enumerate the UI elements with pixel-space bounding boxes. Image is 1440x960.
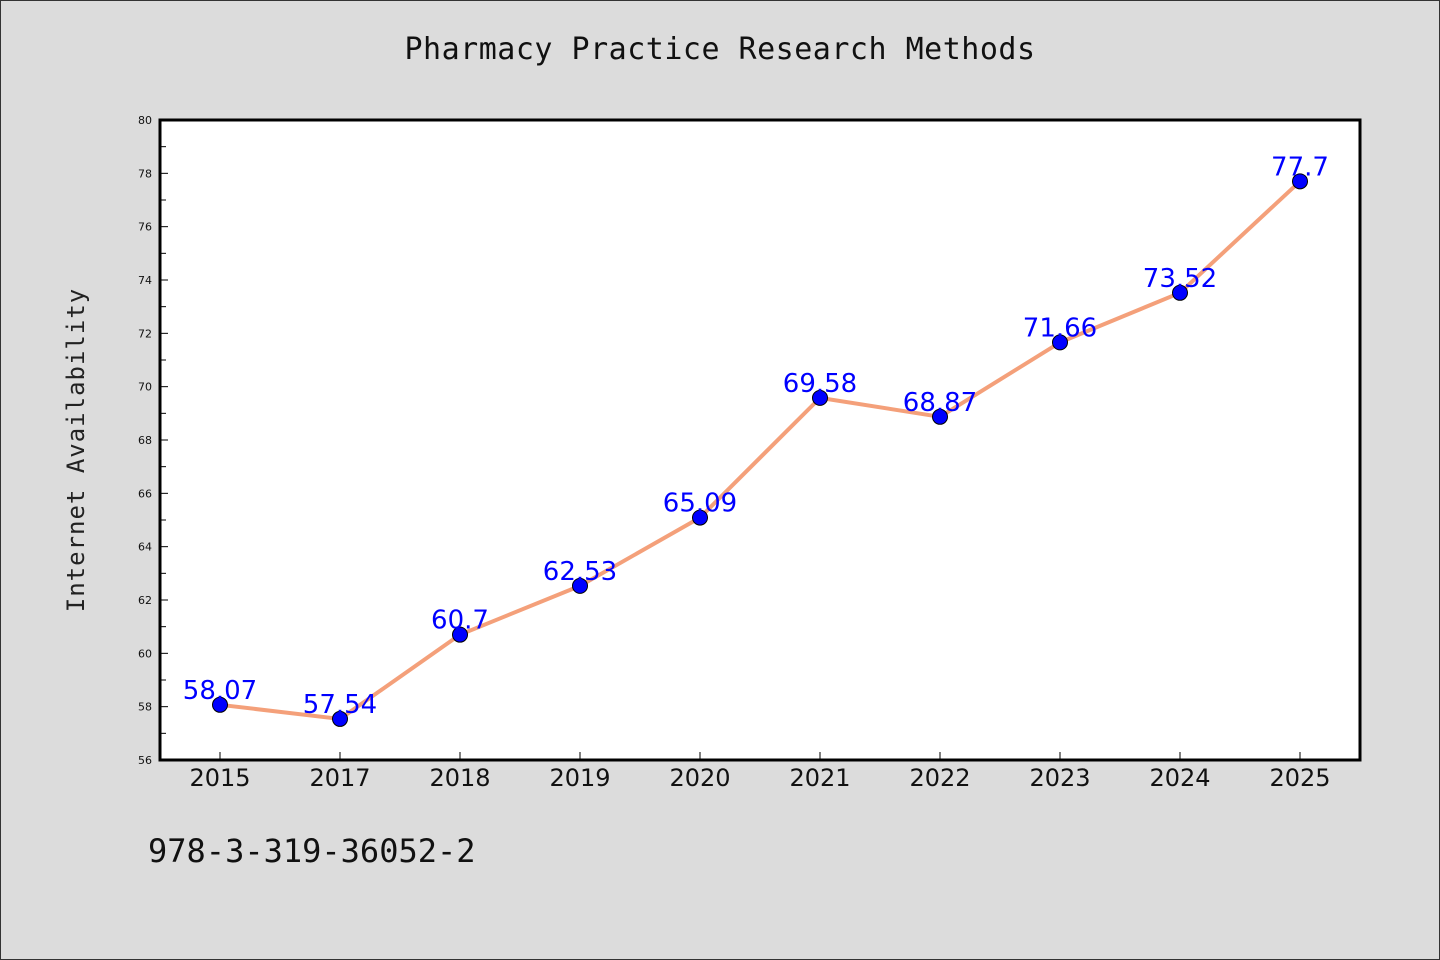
data-point [932, 408, 948, 425]
y-tick-label: 58 [138, 701, 152, 714]
y-tick-label: 66 [138, 487, 152, 500]
series-group [212, 173, 1308, 727]
plot-area [158, 118, 1362, 762]
y-tick-label: 76 [138, 221, 152, 234]
data-point [1292, 173, 1308, 190]
y-tick-label: 64 [138, 541, 152, 554]
x-tick-label: 2015 [189, 764, 250, 792]
y-tick-label: 56 [138, 754, 152, 767]
y-tick-label: 62 [138, 594, 152, 607]
y-tick-label: 80 [138, 114, 152, 127]
data-label: 60.7 [431, 606, 489, 636]
data-label: 73.52 [1143, 264, 1217, 294]
y-tick-label: 60 [138, 647, 152, 660]
x-tick-label: 2024 [1149, 764, 1210, 792]
y-axis-ticks: 56 58 60 62 64 66 68 70 72 74 76 78 80 [138, 114, 168, 767]
data-point [452, 626, 468, 643]
data-label: 62.53 [543, 557, 617, 587]
data-point [812, 389, 828, 406]
series-line [219, 179, 1302, 721]
x-tick-label: 2021 [789, 764, 850, 792]
y-tick-label: 68 [138, 434, 152, 447]
data-label: 57.54 [303, 690, 377, 720]
data-label: 58.07 [183, 676, 257, 706]
data-label: 71.66 [1023, 313, 1097, 343]
data-point [1172, 284, 1188, 301]
data-label: 68.87 [903, 388, 977, 418]
isbn-footer: 978-3-319-36052-2 [148, 832, 476, 870]
y-tick-label: 72 [138, 327, 152, 340]
y-tick-label: 70 [138, 381, 152, 394]
data-point [692, 509, 708, 526]
x-tick-label: 2020 [669, 764, 730, 792]
x-tick-label: 2019 [549, 764, 610, 792]
data-label: 65.09 [663, 489, 737, 519]
chart-title: Pharmacy Practice Research Methods [404, 32, 1036, 67]
y-tick-label: 74 [138, 274, 152, 287]
data-label: 77.7 [1271, 152, 1329, 182]
data-point [212, 696, 228, 713]
data-point [332, 710, 348, 727]
data-point [572, 577, 588, 594]
data-point [1052, 334, 1068, 351]
x-tick-label: 2017 [309, 764, 370, 792]
x-axis-ticks: 2015 2017 2018 2019 2020 2021 2022 2023 2024 2025 [189, 752, 1331, 792]
x-tick-label: 2025 [1269, 764, 1330, 792]
x-tick-label: 2022 [909, 764, 970, 792]
x-tick-label: 2018 [429, 764, 490, 792]
x-tick-label: 2023 [1029, 764, 1090, 792]
data-labels: 58.07 57.54 60.7 62.53 65.09 69.58 68.87 71.66 7… [183, 152, 1329, 720]
data-label: 69.58 [783, 369, 857, 399]
y-tick-label: 78 [138, 167, 152, 180]
